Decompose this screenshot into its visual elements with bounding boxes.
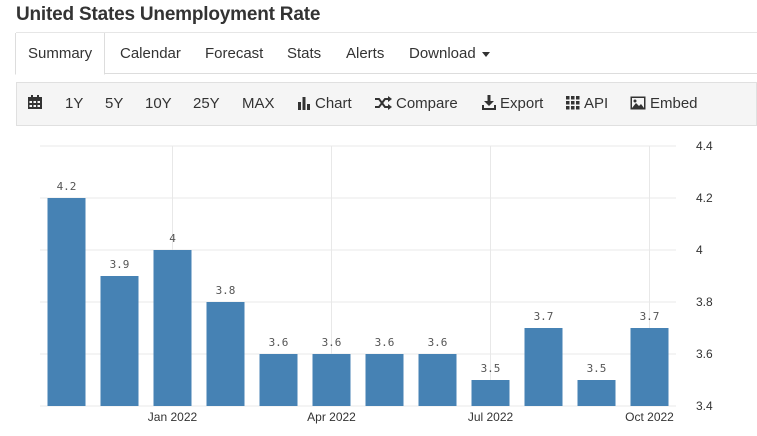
tab-bar: Summary Calendar Forecast Stats Alerts D…	[15, 32, 757, 75]
bar[interactable]	[312, 354, 351, 406]
x-tick-label: Jul 2022	[468, 410, 514, 424]
bar-value-label: 3.6	[428, 336, 448, 349]
y-tick-label: 3.4	[696, 399, 713, 413]
range-10y-button[interactable]: 10Y	[145, 95, 172, 112]
tab-forecast[interactable]: Forecast	[205, 45, 264, 62]
bar[interactable]	[524, 328, 563, 406]
chart-type-label: Chart	[315, 95, 352, 112]
chart-type-button[interactable]: Chart	[297, 83, 352, 125]
bar-value-label: 3.6	[269, 336, 289, 349]
tab-download[interactable]: Download	[409, 33, 490, 75]
embed-button[interactable]: Embed	[630, 83, 698, 125]
calendar-icon	[28, 95, 42, 109]
bar[interactable]	[47, 198, 86, 406]
image-icon	[630, 96, 646, 110]
bar[interactable]	[365, 354, 404, 406]
range-1y-button[interactable]: 1Y	[65, 95, 84, 112]
calendar-button[interactable]	[27, 83, 47, 125]
range-25y-button[interactable]: 25Y	[193, 95, 220, 112]
x-axis-ticks: Jan 2022 Apr 2022 Jul 2022 Oct 2022	[148, 410, 674, 424]
y-axis-ticks: 3.4 3.6 3.8 4 4.2 4.4	[696, 139, 713, 413]
bar[interactable]	[100, 276, 139, 406]
tab-stats[interactable]: Stats	[287, 45, 322, 62]
bars-group	[47, 198, 669, 406]
caret-down-icon	[481, 51, 490, 57]
chart-toolbar: 1Y 5Y 10Y 25Y MAX Chart Compare Export A…	[16, 82, 757, 126]
tab-download-label: Download	[409, 45, 476, 62]
bar-chart-icon	[298, 97, 310, 110]
bar-labels-group: 4.2 3.9 4 3.8 3.6 3.6 3.6 3.6 3.5 3.7 3.5 3.7	[57, 180, 660, 375]
x-tick-label: Apr 2022	[307, 410, 356, 424]
bar-chart: 4.23.943.83.6 3.6 3.6 3.63.53.73.53.7 3.43.…	[40, 139, 713, 424]
bar-value-label: 4	[169, 232, 176, 245]
bar[interactable]	[630, 328, 669, 406]
tab-calendar[interactable]: Calendar	[120, 45, 181, 62]
x-tick-label: Oct 2022	[625, 410, 674, 424]
bar[interactable]	[153, 250, 192, 406]
y-tick-label: 3.6	[696, 347, 713, 361]
bar[interactable]	[206, 302, 245, 406]
x-tick-label: Jan 2022	[148, 410, 198, 424]
y-tick-label: 4	[696, 243, 703, 257]
tab-alerts[interactable]: Alerts	[346, 45, 385, 62]
export-button[interactable]: Export	[482, 83, 543, 125]
bar-value-label: 3.7	[534, 310, 554, 323]
embed-label: Embed	[650, 95, 698, 112]
api-button[interactable]: API	[566, 83, 608, 125]
range-max-button[interactable]: MAX	[242, 95, 275, 112]
export-label: Export	[500, 95, 544, 112]
bar[interactable]	[471, 380, 510, 406]
bar-value-label: 3.7	[640, 310, 660, 323]
bar-value-label: 3.5	[481, 362, 501, 375]
y-tick-label: 4.2	[696, 191, 713, 205]
tab-summary[interactable]: Summary	[15, 33, 106, 75]
compare-label: Compare	[396, 95, 458, 112]
grid-icon	[566, 96, 580, 110]
bar-value-label: 3.6	[322, 336, 342, 349]
bar-value-label: 3.5	[587, 362, 607, 375]
horizontal-gridlines	[40, 145, 676, 407]
bar-value-label: 3.8	[216, 284, 236, 297]
bar[interactable]	[577, 380, 616, 406]
bar-value-label: 3.9	[110, 258, 130, 271]
bar[interactable]	[259, 354, 298, 406]
bar[interactable]	[418, 354, 457, 406]
y-tick-label: 3.8	[696, 295, 713, 309]
download-icon	[482, 95, 496, 110]
y-tick-label: 4.4	[696, 139, 713, 153]
range-5y-button[interactable]: 5Y	[105, 95, 124, 112]
bar-value-label: 3.6	[375, 336, 395, 349]
bar-value-label: 4.2	[57, 180, 77, 193]
compare-button[interactable]: Compare	[374, 83, 458, 125]
shuffle-icon	[375, 96, 392, 110]
page-title: United States Unemployment Rate	[16, 4, 321, 25]
api-label: API	[584, 95, 609, 112]
